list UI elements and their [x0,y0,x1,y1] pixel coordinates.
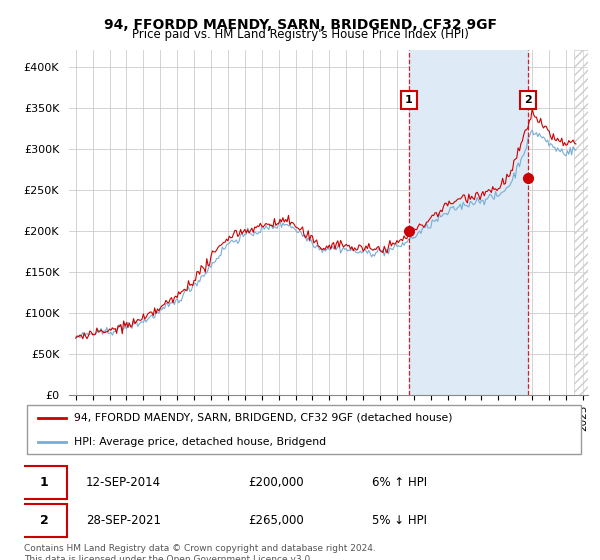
Text: Contains HM Land Registry data © Crown copyright and database right 2024.
This d: Contains HM Land Registry data © Crown c… [24,544,376,560]
Text: 28-SEP-2021: 28-SEP-2021 [86,514,161,527]
Text: 94, FFORDD MAENDY, SARN, BRIDGEND, CF32 9GF: 94, FFORDD MAENDY, SARN, BRIDGEND, CF32 … [104,18,497,32]
Text: £200,000: £200,000 [248,475,304,489]
FancyBboxPatch shape [27,405,581,454]
FancyBboxPatch shape [21,466,67,498]
Text: 6% ↑ HPI: 6% ↑ HPI [372,475,427,489]
Text: £265,000: £265,000 [248,514,304,527]
FancyBboxPatch shape [21,504,67,536]
Bar [409,50,528,395]
Bar [574,50,592,395]
Text: 2: 2 [40,514,49,527]
Text: 94, FFORDD MAENDY, SARN, BRIDGEND, CF32 9GF (detached house): 94, FFORDD MAENDY, SARN, BRIDGEND, CF32 … [74,413,453,423]
Text: HPI: Average price, detached house, Bridgend: HPI: Average price, detached house, Brid… [74,437,326,447]
Text: 1: 1 [40,475,49,489]
Text: 2: 2 [524,95,532,105]
Text: 1: 1 [405,95,413,105]
Text: 5% ↓ HPI: 5% ↓ HPI [372,514,427,527]
Text: Price paid vs. HM Land Registry's House Price Index (HPI): Price paid vs. HM Land Registry's House … [131,28,469,41]
Text: 12-SEP-2014: 12-SEP-2014 [86,475,161,489]
Bar [574,50,592,395]
